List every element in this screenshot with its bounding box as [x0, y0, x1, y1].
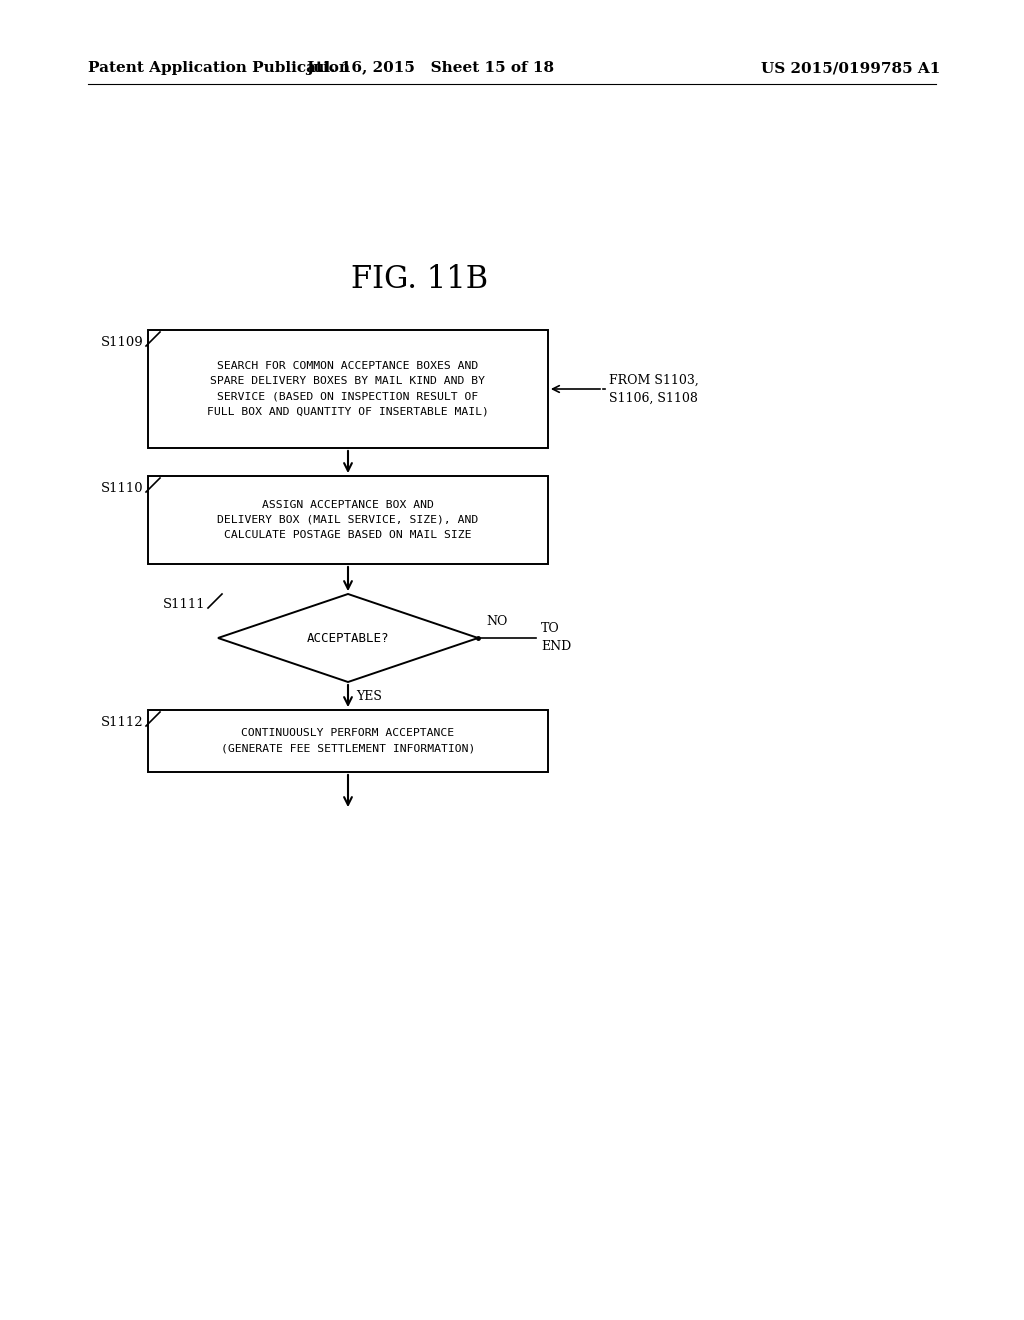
Text: Patent Application Publication: Patent Application Publication [88, 61, 350, 75]
Text: Jul. 16, 2015   Sheet 15 of 18: Jul. 16, 2015 Sheet 15 of 18 [306, 61, 554, 75]
Text: ACCEPTABLE?: ACCEPTABLE? [307, 631, 389, 644]
Text: SEARCH FOR COMMON ACCEPTANCE BOXES AND
SPARE DELIVERY BOXES BY MAIL KIND AND BY
: SEARCH FOR COMMON ACCEPTANCE BOXES AND S… [207, 362, 488, 417]
Text: CONTINUOUSLY PERFORM ACCEPTANCE
(GENERATE FEE SETTLEMENT INFORMATION): CONTINUOUSLY PERFORM ACCEPTANCE (GENERAT… [221, 729, 475, 754]
Bar [148, 477, 548, 564]
Text: FIG. 11B: FIG. 11B [351, 264, 488, 296]
Text: US 2015/0199785 A1: US 2015/0199785 A1 [761, 61, 940, 75]
Text: S1112: S1112 [101, 715, 144, 729]
Text: TO
END: TO END [541, 623, 571, 653]
Text: NO: NO [486, 615, 507, 628]
Bar [148, 330, 548, 447]
Text: FROM S1103,
S1106, S1108: FROM S1103, S1106, S1108 [609, 374, 698, 404]
Text: S1109: S1109 [101, 337, 144, 348]
Polygon shape [218, 594, 478, 682]
Text: ASSIGN ACCEPTANCE BOX AND
DELIVERY BOX (MAIL SERVICE, SIZE), AND
CALCULATE POSTA: ASSIGN ACCEPTANCE BOX AND DELIVERY BOX (… [217, 500, 478, 540]
Bar [148, 710, 548, 772]
Text: S1111: S1111 [164, 598, 206, 611]
Text: YES: YES [356, 689, 382, 702]
Text: S1110: S1110 [101, 482, 144, 495]
